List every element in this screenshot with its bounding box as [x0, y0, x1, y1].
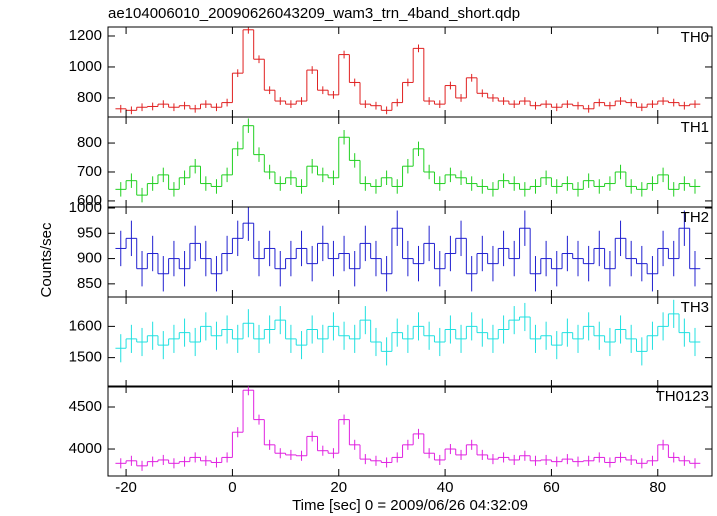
panel-label: TH3: [681, 299, 709, 316]
panel-label: TH1: [681, 119, 709, 136]
y-tick-label: 700: [77, 163, 102, 180]
panel-frame: [107, 385, 713, 477]
y-tick-label: 1200: [69, 27, 102, 44]
y-tick-label: 1000: [69, 199, 102, 216]
y-tick-label: 800: [77, 89, 102, 106]
y-tick-label: 4500: [69, 398, 102, 415]
y-tick-label: 800: [77, 134, 102, 151]
panel-plot: [115, 207, 701, 292]
panel-frame: [107, 26, 713, 118]
x-tick-label: 60: [543, 479, 560, 496]
y-tick-label: 900: [77, 250, 102, 267]
panel-frame: [107, 116, 713, 208]
y-tick-label: 950: [77, 224, 102, 241]
x-axis-label: Time [sec] 0 = 2009/06/26 04:32:09: [292, 497, 528, 514]
x-tick-label: 20: [330, 479, 347, 496]
panel-label: TH0123: [656, 388, 709, 405]
panel-plot: [115, 118, 701, 203]
x-tick-label: 0: [228, 479, 236, 496]
panel-label: TH2: [681, 209, 709, 226]
panel-plot: [115, 299, 701, 366]
y-tick-label: 1000: [69, 58, 102, 75]
chart-title: ae104006010_20090626043209_wam3_trn_4ban…: [108, 5, 520, 22]
panel-plot: [115, 386, 701, 471]
y-tick-label: 1600: [69, 317, 102, 334]
x-tick-label: 40: [437, 479, 454, 496]
x-tick-label: -20: [115, 479, 137, 496]
y-tick-label: 4000: [69, 440, 102, 457]
y-tick-label: 600: [77, 192, 102, 209]
panel-frame: [107, 296, 713, 388]
panel-label: TH0: [681, 29, 709, 46]
y-axis-label: Counts/sec: [38, 222, 55, 298]
y-tick-label: 850: [77, 275, 102, 292]
x-tick-label: 80: [649, 479, 666, 496]
panel-plot: [115, 27, 701, 115]
panel-frame: [107, 206, 713, 298]
y-tick-label: 1500: [69, 349, 102, 366]
